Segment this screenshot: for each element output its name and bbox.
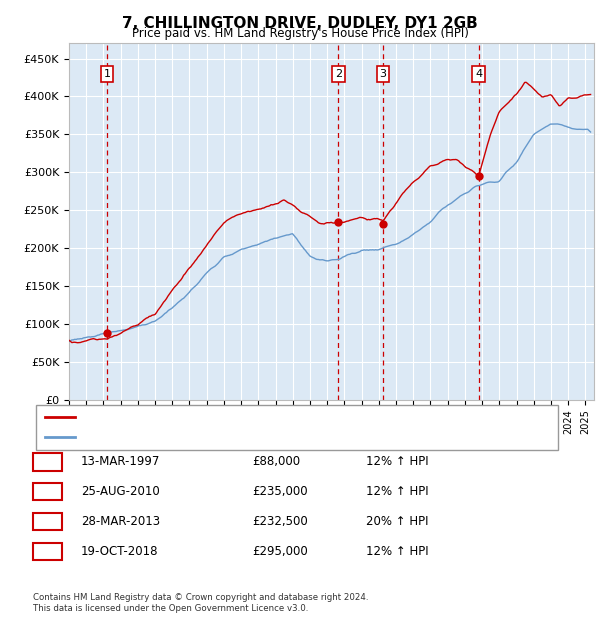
Text: 2: 2 bbox=[335, 69, 342, 79]
Text: 4: 4 bbox=[475, 69, 482, 79]
Text: 19-OCT-2018: 19-OCT-2018 bbox=[81, 545, 158, 557]
Text: 1: 1 bbox=[44, 456, 51, 468]
Text: 20% ↑ HPI: 20% ↑ HPI bbox=[366, 515, 428, 528]
Text: Contains HM Land Registry data © Crown copyright and database right 2024.
This d: Contains HM Land Registry data © Crown c… bbox=[33, 593, 368, 613]
Text: 12% ↑ HPI: 12% ↑ HPI bbox=[366, 485, 428, 498]
Text: 13-MAR-1997: 13-MAR-1997 bbox=[81, 456, 160, 468]
Text: 4: 4 bbox=[44, 545, 51, 557]
Text: 28-MAR-2013: 28-MAR-2013 bbox=[81, 515, 160, 528]
Text: £295,000: £295,000 bbox=[252, 545, 308, 557]
Text: Price paid vs. HM Land Registry's House Price Index (HPI): Price paid vs. HM Land Registry's House … bbox=[131, 27, 469, 40]
Text: £88,000: £88,000 bbox=[252, 456, 300, 468]
Text: 3: 3 bbox=[44, 515, 51, 528]
Text: £235,000: £235,000 bbox=[252, 485, 308, 498]
Text: 3: 3 bbox=[379, 69, 386, 79]
Text: 7, CHILLINGTON DRIVE, DUDLEY, DY1 2GB (detached house): 7, CHILLINGTON DRIVE, DUDLEY, DY1 2GB (d… bbox=[82, 412, 413, 422]
Text: £232,500: £232,500 bbox=[252, 515, 308, 528]
Text: 2: 2 bbox=[44, 485, 51, 498]
Text: 12% ↑ HPI: 12% ↑ HPI bbox=[366, 456, 428, 468]
Text: 25-AUG-2010: 25-AUG-2010 bbox=[81, 485, 160, 498]
Text: 1: 1 bbox=[103, 69, 110, 79]
Text: HPI: Average price, detached house, Dudley: HPI: Average price, detached house, Dudl… bbox=[82, 432, 323, 442]
Text: 7, CHILLINGTON DRIVE, DUDLEY, DY1 2GB: 7, CHILLINGTON DRIVE, DUDLEY, DY1 2GB bbox=[122, 16, 478, 30]
Text: 12% ↑ HPI: 12% ↑ HPI bbox=[366, 545, 428, 557]
